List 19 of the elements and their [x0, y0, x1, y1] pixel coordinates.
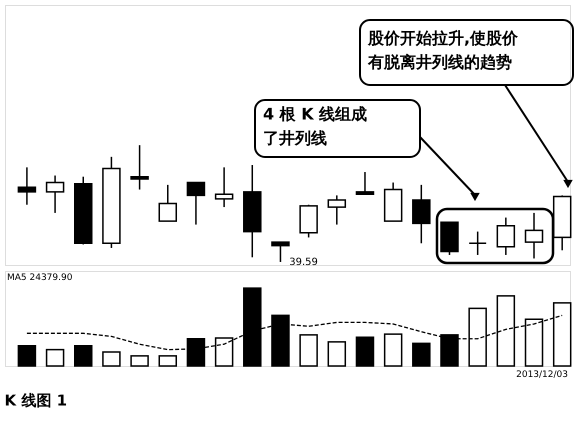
candlestick	[130, 145, 149, 190]
text: 股价开始拉升,使股价有脱离井列线的趋势	[367, 28, 520, 72]
bar	[299, 334, 318, 367]
candlestick	[468, 232, 487, 255]
bar	[356, 336, 374, 367]
text: MA5 24379.90	[7, 273, 73, 283]
bar	[328, 341, 346, 367]
bar	[130, 355, 149, 367]
bar	[74, 345, 92, 367]
text: K 线图 1	[4, 392, 68, 410]
bar	[412, 342, 431, 367]
bar	[158, 355, 178, 367]
bar	[102, 351, 121, 367]
bar	[384, 333, 402, 367]
annotation: 4 根 K 线组成了井列线	[263, 104, 368, 148]
bar	[46, 348, 64, 367]
annotation: 39.59	[289, 256, 318, 268]
bar	[18, 345, 36, 367]
text: 2013/12/03	[516, 370, 568, 380]
